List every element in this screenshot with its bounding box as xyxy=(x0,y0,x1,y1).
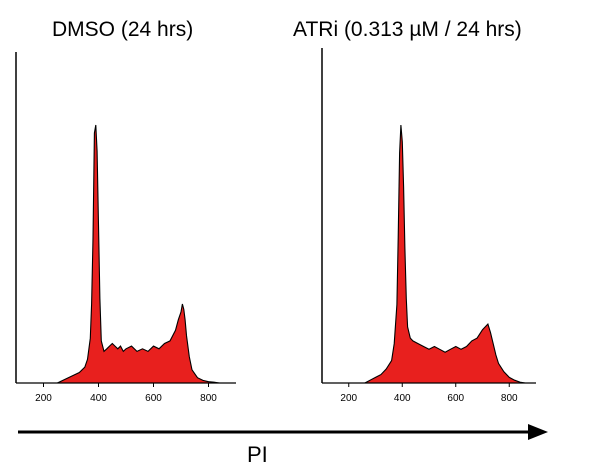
x-axis-label: PI xyxy=(247,442,268,467)
right-panel-title: ATRi (0.313 µM / 24 hrs) xyxy=(293,18,522,41)
right-x-tick-label: 800 xyxy=(501,393,518,404)
left-x-tick-label: 400 xyxy=(90,393,107,404)
right-x-tick-label: 200 xyxy=(340,393,357,404)
right-histogram-outline xyxy=(364,124,526,384)
left-x-tick-label: 600 xyxy=(145,393,162,404)
left-histogram-fill xyxy=(57,125,225,383)
right-histogram-fill xyxy=(364,125,526,383)
left-histogram-outline xyxy=(57,124,225,384)
pi-arrow-head xyxy=(528,424,548,440)
left-x-tick-label: 200 xyxy=(35,393,52,404)
left-x-tick-label: 800 xyxy=(200,393,217,404)
right-x-tick-label: 400 xyxy=(394,393,411,404)
right-x-tick-label: 600 xyxy=(447,393,464,404)
left-panel-title: DMSO (24 hrs) xyxy=(52,18,194,41)
